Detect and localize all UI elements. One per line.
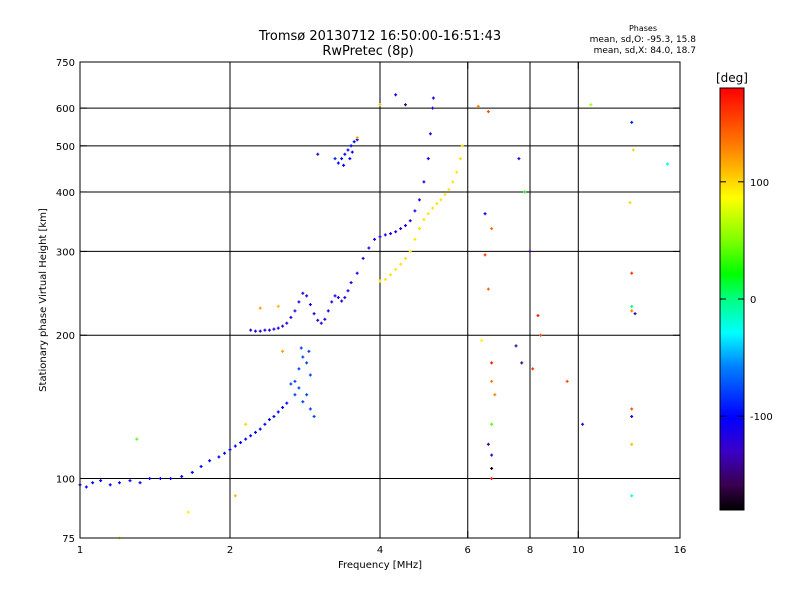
stats-heading: Phases [629,24,657,33]
colorbar-tick-label: -100 [750,412,773,423]
y-axis-label: Stationary phase Virtual Height [km] [38,208,49,392]
y-tick-label: 750 [56,58,75,69]
x-tick-label: 2 [227,545,233,556]
chart-subtitle: RwPretec (8p) [322,44,413,59]
data-points [78,93,669,540]
colorbar-tick-label: 0 [750,295,756,306]
y-tick-label: 100 [56,475,75,486]
stats-line-x: mean, sd,X: 84.0, 18.7 [594,46,696,56]
chart-title: Tromsø 20130712 16:50:00-16:51:43 [258,29,501,44]
x-tick-label: 6 [465,545,471,556]
x-tick-label: 8 [527,545,533,556]
axis-ticks: 1 2 4 6 8 10 16 75 100 200 300 400 500 600 750 [56,58,686,556]
y-tick-label: 200 [56,331,75,342]
x-tick-label: 4 [377,545,383,556]
colorbar-tick-label: 100 [750,178,769,189]
x-tick-label: 10 [572,545,585,556]
x-tick-label: 1 [77,545,83,556]
grid-lines [80,62,680,538]
stats-line-o: mean, sd,O: -95.3, 15.8 [590,35,697,45]
x-axis-label: Frequency [MHz] [338,560,422,571]
y-tick-label: 400 [56,188,75,199]
colorbar-label: [deg] [716,71,748,85]
y-tick-label: 500 [56,142,75,153]
y-tick-label: 600 [56,104,75,115]
y-tick-label: 300 [56,247,75,258]
x-tick-label: 16 [674,545,687,556]
colorbar-ticks: -100 0 100 [720,178,773,423]
y-tick-label: 75 [62,534,75,545]
